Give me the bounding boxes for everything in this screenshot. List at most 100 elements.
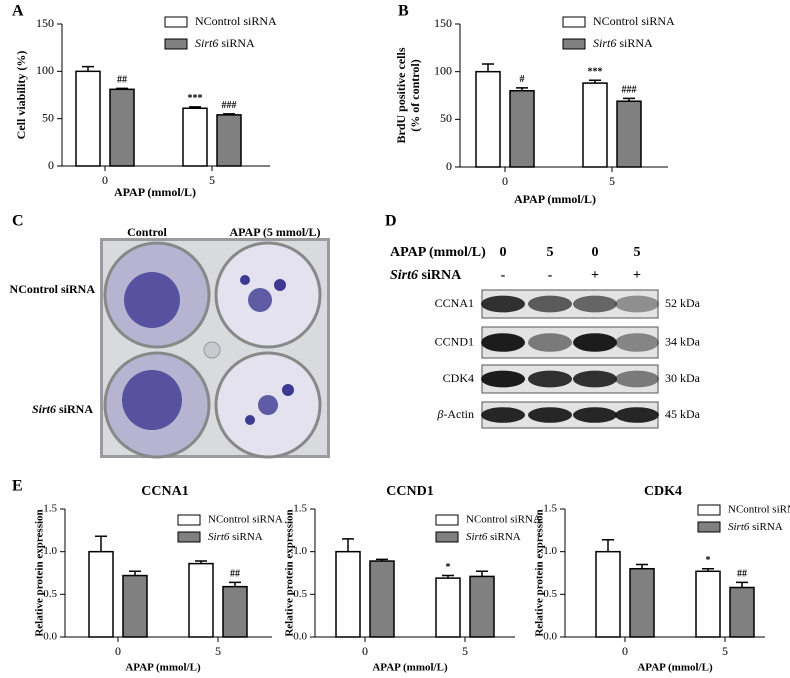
significance-label: # [520,74,525,85]
blot-size: 45 kDa [665,407,701,421]
blot-band [573,295,617,313]
blot-sirna: - [548,268,553,283]
significance-label: ### [622,85,637,96]
y-tick-label: 0.5 [543,588,557,600]
bar [216,114,242,167]
panel-letter: C [12,213,24,230]
blot-band [615,295,659,313]
legend-swatch [164,38,188,50]
bar [369,560,395,638]
blot-image [481,289,659,429]
bar [616,100,642,168]
error-bar [189,106,201,109]
blot-row-label: CCND1 [435,334,474,348]
x-tick-label: 0 [502,174,508,188]
blot-band [528,370,572,388]
bar [695,570,721,638]
bar [335,550,361,638]
y-tick-label: 0 [48,158,54,172]
error-bar [195,560,207,564]
legend-label: Sirt6 siRNA [208,531,263,543]
y-axis-label: Relative protein expression [534,509,546,636]
y-tick-label: 1.0 [43,545,57,557]
blot-sirna: + [591,268,599,283]
bar [469,575,495,638]
bar [109,88,135,167]
legend-swatch [435,531,459,543]
blot-band [528,407,572,423]
significance-label: ## [737,569,747,580]
blot-row-label: β-Actin [436,407,474,421]
y-tick-label: 150 [434,16,452,30]
legend-label: NControl siRNA [208,514,283,526]
blot-band [481,407,525,423]
chart-title: CDK4 [644,484,682,499]
error-bar [129,570,141,576]
blot-size: 30 kDa [665,371,701,385]
blot-apap: 0 [592,245,599,260]
y-tick-label: 0.0 [43,631,57,643]
error-bar [229,581,241,587]
legend-swatch [435,514,459,526]
chart-title: CCND1 [386,484,433,499]
blot-header: Sirt6 siRNA [390,268,462,283]
blot-band [481,333,525,352]
bar [729,586,755,638]
error-bar [442,574,454,579]
y-tick-label: 1.5 [43,503,57,515]
blot-row-label: CCNA1 [435,296,474,310]
legend-label: Sirt6 siRNA [466,531,521,543]
bar [222,585,248,638]
blot-sirna: + [633,268,641,283]
chart-title: CCNA1 [141,484,188,499]
y-axis-label: BrdU positive cells [394,47,408,143]
blot-apap: 0 [500,245,507,260]
error-bar [482,63,494,72]
legend-label: Sirt6 siRNA [195,36,255,50]
y-tick-label: 50 [42,110,54,124]
error-bar [623,97,635,102]
significance-label: * [446,562,451,573]
x-tick-label: 0 [102,173,108,187]
y-tick-label: 1.0 [543,545,557,557]
blot-sirna: - [501,268,506,283]
blot-band [528,295,572,313]
y-tick-label: 100 [36,63,54,77]
error-bar [736,581,748,588]
significance-label: ## [117,75,127,86]
blot-size: 34 kDa [665,334,701,348]
blot-apap: 5 [634,245,641,260]
significance-label: *** [588,67,603,78]
x-axis-label: APAP (mmol/L) [125,662,201,674]
y-axis-label: Relative protein expression [34,509,46,636]
y-tick-label: 0.0 [293,631,307,643]
panel-letter: D [385,213,397,230]
legend-label: NControl siRNA [195,14,277,28]
x-tick-label: 5 [209,173,215,187]
x-axis-label: APAP (mmol/L) [514,192,596,206]
bar [629,567,655,638]
blot-band [615,407,659,423]
error-bar [476,570,488,577]
legend-label: NControl siRNA [728,504,790,516]
colony-photo [100,238,330,459]
blot-band [481,370,525,388]
photo-column-label: Control [127,225,167,239]
blot-band [573,333,617,352]
y-tick-label: 0.5 [43,588,57,600]
blot-header: APAP (mmol/L) [390,245,486,260]
y-tick-label: 0.0 [543,631,557,643]
x-axis-label: APAP (mmol/L) [637,662,713,674]
bar [122,574,148,638]
y-tick-label: 1.0 [293,545,307,557]
y-tick-label: 150 [36,16,54,30]
photo-column-label: APAP (5 mmol/L) [229,225,320,239]
error-bar [702,567,714,572]
bar [88,550,114,638]
error-bar [223,113,235,115]
y-tick-label: 0.5 [293,588,307,600]
panel-letter: E [12,478,23,495]
error-bar [95,535,107,552]
legend-label: NControl siRNA [466,514,541,526]
blot-apap: 5 [547,245,554,260]
